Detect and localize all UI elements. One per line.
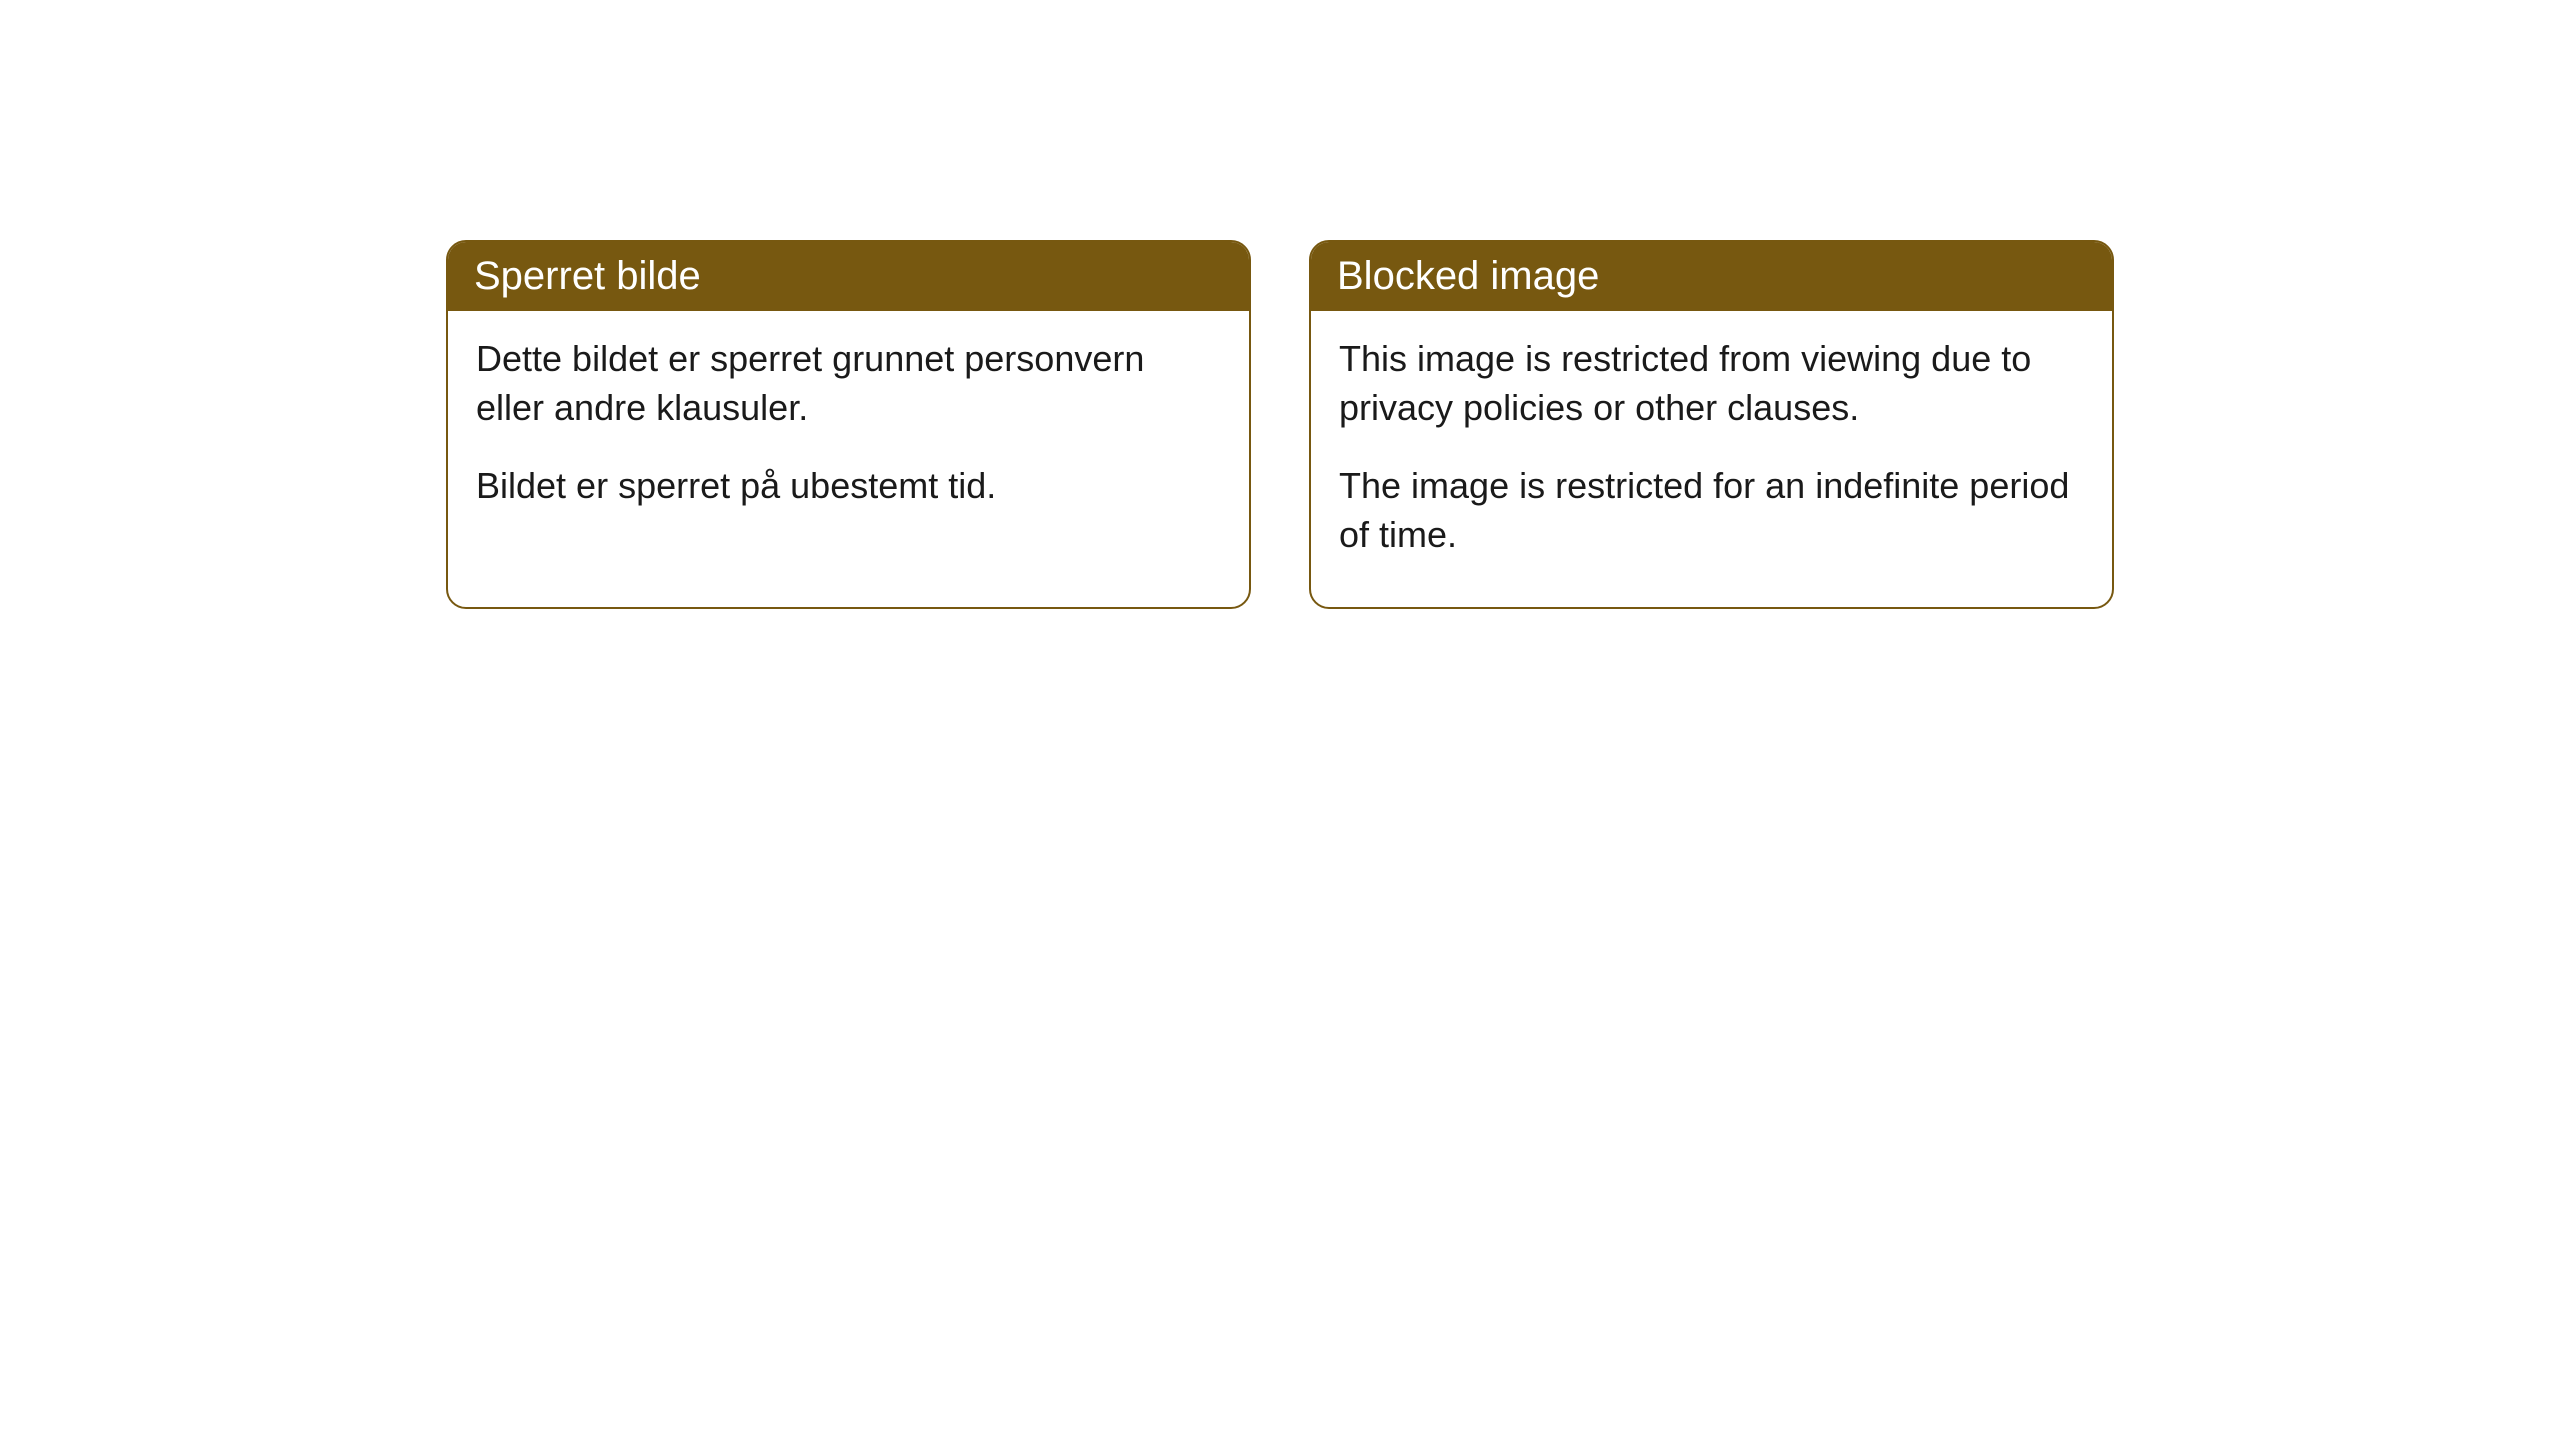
card-header: Blocked image [1311, 242, 2112, 311]
card-title: Sperret bilde [474, 254, 701, 298]
card-body: This image is restricted from viewing du… [1311, 311, 2112, 607]
card-text-primary: This image is restricted from viewing du… [1339, 335, 2084, 432]
card-title: Blocked image [1337, 254, 1599, 298]
card-text-primary: Dette bildet er sperret grunnet personve… [476, 335, 1221, 432]
card-header: Sperret bilde [448, 242, 1249, 311]
card-body: Dette bildet er sperret grunnet personve… [448, 311, 1249, 559]
card-text-secondary: Bildet er sperret på ubestemt tid. [476, 462, 1221, 511]
blocked-image-card-norwegian: Sperret bilde Dette bildet er sperret gr… [446, 240, 1251, 609]
notice-cards-container: Sperret bilde Dette bildet er sperret gr… [446, 240, 2114, 609]
blocked-image-card-english: Blocked image This image is restricted f… [1309, 240, 2114, 609]
card-text-secondary: The image is restricted for an indefinit… [1339, 462, 2084, 559]
